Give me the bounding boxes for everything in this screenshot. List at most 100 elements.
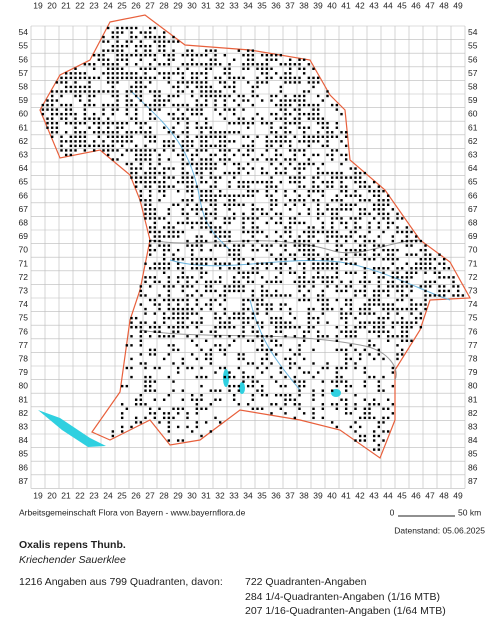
occurrence-dot xyxy=(316,171,320,175)
occurrence-dot xyxy=(316,131,320,134)
occurrence-dot xyxy=(354,366,357,370)
occurrence-dot xyxy=(209,199,213,202)
occurrence-dot xyxy=(358,326,362,329)
row-label: 58 xyxy=(19,81,29,91)
column-label: 38 xyxy=(299,491,309,501)
occurrence-dot xyxy=(251,158,255,161)
occurrence-dot xyxy=(335,176,339,179)
occurrence-dot xyxy=(405,335,409,338)
occurrence-dot xyxy=(55,122,59,125)
occurrence-dot xyxy=(130,176,133,179)
occurrence-dot xyxy=(92,67,96,70)
occurrence-dot xyxy=(433,258,437,261)
row-label: 68 xyxy=(468,217,478,227)
occurrence-dot xyxy=(130,99,133,102)
occurrence-dot xyxy=(223,235,227,238)
occurrence-dot xyxy=(391,326,395,329)
occurrence-dot xyxy=(167,226,171,229)
occurrence-dot xyxy=(330,267,334,270)
occurrence-dot xyxy=(242,194,245,197)
occurrence-dot xyxy=(139,40,143,43)
occurrence-dot xyxy=(130,72,133,75)
occurrence-dot xyxy=(176,298,180,302)
occurrence-dot xyxy=(50,103,54,107)
occurrence-dot xyxy=(260,285,264,288)
occurrence-dot xyxy=(284,158,287,161)
occurrence-dot xyxy=(368,321,371,324)
occurrence-dot xyxy=(144,131,147,134)
occurrence-dot xyxy=(200,81,203,84)
occurrence-dot xyxy=(190,90,194,93)
occurrence-dot xyxy=(116,72,119,75)
occurrence-dot xyxy=(190,112,194,116)
occurrence-dot xyxy=(204,103,208,107)
occurrence-dot xyxy=(312,226,315,229)
occurrence-dot xyxy=(256,158,259,161)
occurrence-dot xyxy=(414,321,418,324)
occurrence-dot xyxy=(307,212,311,216)
occurrence-dot xyxy=(377,443,381,447)
occurrence-dot xyxy=(158,330,161,333)
occurrence-dot xyxy=(181,76,185,80)
occurrence-dot xyxy=(288,158,292,161)
occurrence-dot xyxy=(405,226,409,229)
occurrence-dot xyxy=(260,230,264,234)
occurrence-dot xyxy=(298,407,301,410)
occurrence-dot xyxy=(134,112,138,116)
occurrence-dot xyxy=(354,430,357,433)
occurrence-dot xyxy=(260,167,264,170)
column-label: 46 xyxy=(411,491,421,501)
occurrence-dot xyxy=(354,271,357,274)
occurrence-dot xyxy=(358,180,362,184)
occurrence-dot xyxy=(223,81,227,84)
occurrence-dot xyxy=(158,94,161,98)
occurrence-dot xyxy=(279,394,283,397)
occurrence-dot xyxy=(111,149,115,152)
column-label: 26 xyxy=(131,491,141,501)
occurrence-dot xyxy=(340,235,343,238)
occurrence-dot xyxy=(279,262,283,265)
occurrence-dot xyxy=(60,117,63,120)
occurrence-dot xyxy=(228,67,231,70)
occurrence-dot xyxy=(167,412,171,415)
row-label: 82 xyxy=(468,408,478,418)
occurrence-dot xyxy=(190,194,194,197)
occurrence-dot xyxy=(242,380,245,383)
occurrence-dot xyxy=(130,375,133,379)
occurrence-dot xyxy=(400,321,404,324)
occurrence-dot xyxy=(410,230,413,234)
occurrence-dot xyxy=(200,72,203,75)
occurrence-dot xyxy=(265,135,269,138)
occurrence-dot xyxy=(326,90,329,93)
occurrence-dot xyxy=(106,131,110,134)
occurrence-dot xyxy=(386,430,390,433)
occurrence-dot xyxy=(312,117,315,120)
occurrence-dot xyxy=(386,407,390,410)
occurrence-dot xyxy=(190,162,194,166)
occurrence-dot xyxy=(363,366,367,370)
occurrence-dot xyxy=(144,144,147,148)
occurrence-dot xyxy=(274,280,278,284)
occurrence-dot xyxy=(130,40,133,43)
occurrence-dot xyxy=(298,289,301,293)
occurrence-dot xyxy=(232,244,236,247)
region-border xyxy=(139,329,397,381)
occurrence-dot xyxy=(279,326,283,329)
occurrence-dot xyxy=(88,90,91,93)
occurrence-dot xyxy=(60,81,63,84)
date: Datenstand: 05.06.2025 xyxy=(394,525,485,535)
occurrence-dot xyxy=(237,103,241,107)
occurrence-dot xyxy=(274,153,278,157)
occurrence-dot xyxy=(228,375,231,379)
occurrence-dot xyxy=(363,289,367,293)
occurrence-dot xyxy=(260,384,264,388)
occurrence-dot xyxy=(50,126,54,129)
occurrence-dot xyxy=(298,262,301,265)
occurrence-dot xyxy=(270,199,273,202)
occurrence-dot xyxy=(60,103,63,107)
occurrence-dot xyxy=(284,226,287,229)
occurrence-dot xyxy=(256,76,259,80)
occurrence-dot xyxy=(321,366,325,370)
occurrence-dot xyxy=(382,439,385,442)
occurrence-dot xyxy=(209,248,213,252)
